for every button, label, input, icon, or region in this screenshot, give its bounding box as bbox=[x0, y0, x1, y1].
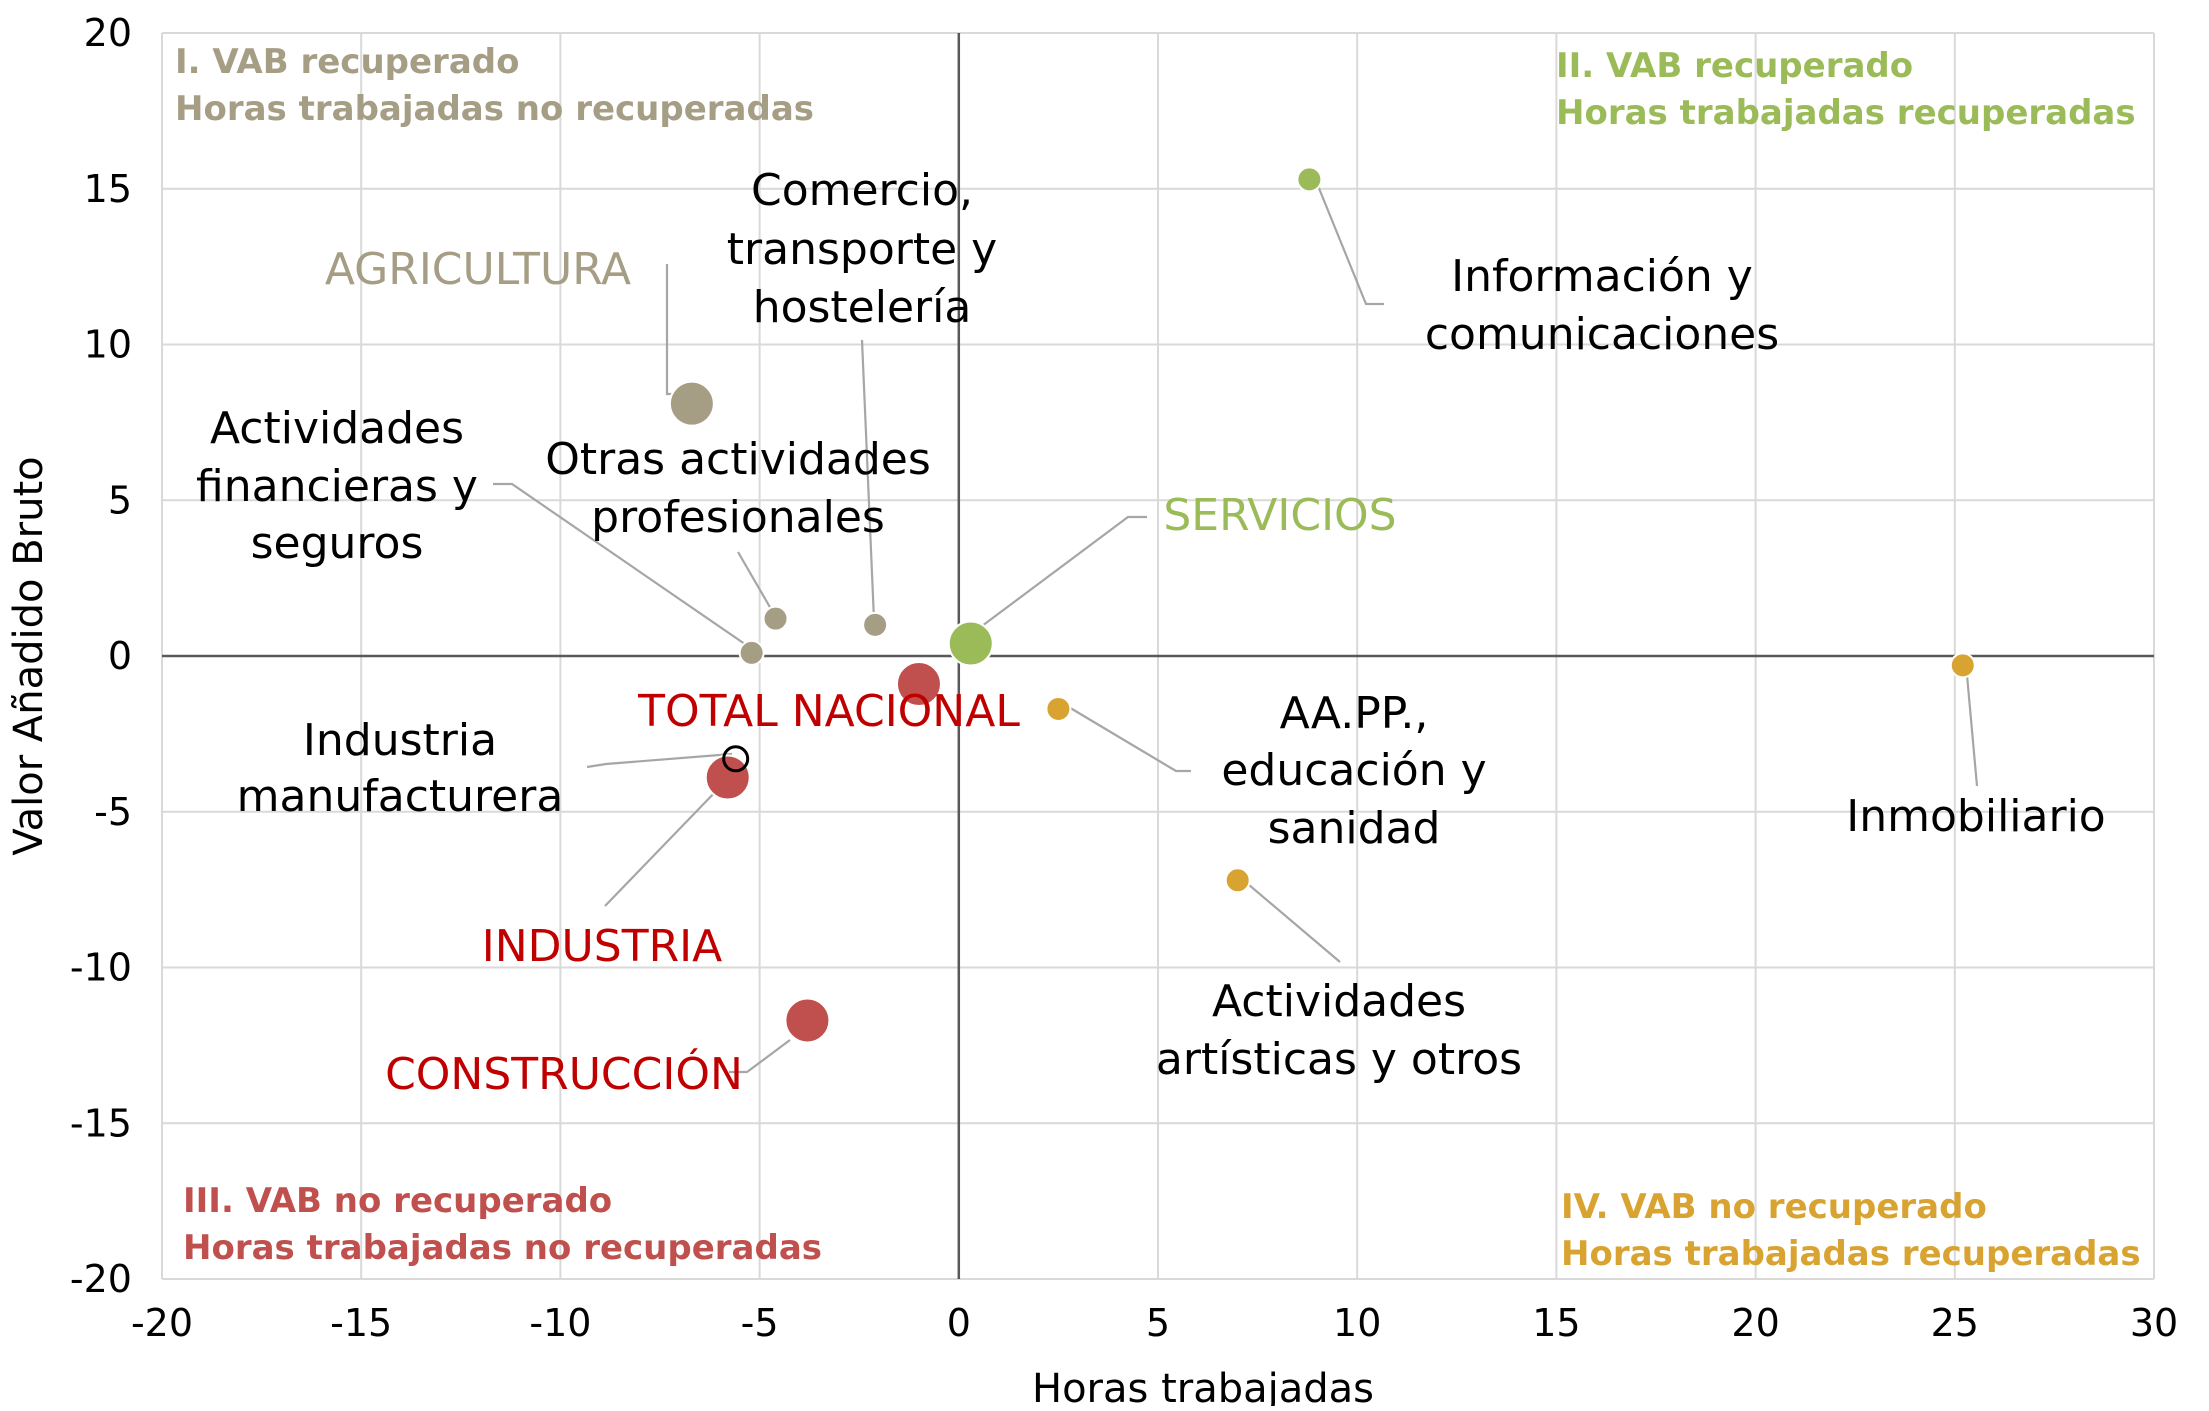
data-point-servicios bbox=[947, 620, 994, 667]
grid-layer bbox=[161, 32, 2155, 1280]
point-label-total_nacional: TOTAL NACIONAL bbox=[637, 686, 1020, 737]
quadrant-label-q4: Horas trabajadas recuperadas bbox=[1561, 1234, 2141, 1274]
leader-line-aapp bbox=[1061, 702, 1191, 773]
y-tick-label: 5 bbox=[108, 478, 132, 522]
data-point-aapp bbox=[1045, 695, 1072, 722]
point-label-manufacturera: manufacturera bbox=[237, 771, 564, 822]
point-label-informacion: comunicaciones bbox=[1425, 309, 1779, 360]
quadrant-label-q2: Horas trabajadas recuperadas bbox=[1556, 93, 2136, 133]
quadrant-label-q3: Horas trabajadas no recuperadas bbox=[183, 1228, 822, 1268]
x-tick-label: 25 bbox=[1931, 1301, 1979, 1345]
data-point-inmobiliario bbox=[1949, 652, 1976, 679]
y-tick-label: -10 bbox=[70, 946, 132, 990]
point-label-comercio: hostelería bbox=[753, 282, 972, 333]
leader-line-profesionales bbox=[737, 551, 772, 610]
point-labels: AGRICULTURA SERVICIOS TOTAL NACIONAL INDUST… bbox=[196, 165, 2106, 1100]
y-tick-label: 0 bbox=[108, 634, 132, 678]
point-label-manufacturera: Industria bbox=[303, 715, 497, 766]
x-tick-label: 5 bbox=[1146, 1301, 1170, 1345]
y-tick-label: 20 bbox=[84, 11, 132, 55]
x-tick-label: 10 bbox=[1333, 1301, 1381, 1345]
quadrant-label-q1: Horas trabajadas no recuperadas bbox=[175, 89, 814, 129]
point-label-comercio: Comercio, bbox=[751, 165, 973, 216]
data-point-financieras bbox=[738, 639, 765, 666]
data-point-artisticas bbox=[1224, 867, 1251, 894]
data-points bbox=[668, 166, 1976, 1044]
x-tick-label: 30 bbox=[2130, 1301, 2178, 1345]
point-label-agricultura: AGRICULTURA bbox=[325, 244, 631, 295]
x-tick-label: -20 bbox=[131, 1301, 193, 1345]
data-point-manufacturera bbox=[722, 745, 750, 773]
leader-line-financieras bbox=[493, 482, 756, 652]
x-tick-label: -15 bbox=[330, 1301, 392, 1345]
leader-lines bbox=[493, 175, 1979, 1074]
quadrant-label-q1: I. VAB recuperado bbox=[175, 42, 519, 82]
data-point-profesionales bbox=[762, 605, 789, 632]
y-tick-label: 15 bbox=[84, 167, 132, 211]
quadrant-labels: I. VAB recuperado Horas trabajadas no rec… bbox=[175, 42, 2141, 1274]
point-label-industria: INDUSTRIA bbox=[482, 921, 722, 972]
data-point-construccion bbox=[784, 997, 831, 1044]
x-axis-title: Horas trabajadas bbox=[1032, 1366, 1374, 1406]
point-label-financieras: financieras y bbox=[196, 461, 478, 512]
x-tick-label: -5 bbox=[741, 1301, 779, 1345]
point-label-comercio: transporte y bbox=[727, 224, 997, 275]
leader-line-industria bbox=[604, 786, 721, 907]
quadrant-label-q2: II. VAB recuperado bbox=[1556, 46, 1913, 86]
leader-line-inmobiliario bbox=[1964, 663, 1979, 787]
quadrant-label-q3: III. VAB no recuperado bbox=[183, 1181, 612, 1221]
data-point-informacion bbox=[1296, 166, 1323, 193]
point-label-aapp: educación y bbox=[1221, 745, 1486, 796]
leader-line-artisticas bbox=[1241, 878, 1341, 963]
y-tick-label: 10 bbox=[84, 323, 132, 367]
point-label-artisticas: artísticas y otros bbox=[1156, 1034, 1522, 1085]
data-point-total_nacional bbox=[895, 661, 942, 708]
point-label-profesionales: profesionales bbox=[591, 492, 885, 543]
leader-line-comercio bbox=[860, 339, 876, 621]
y-tick-label: -15 bbox=[70, 1101, 132, 1145]
point-label-informacion: Información y bbox=[1451, 251, 1753, 302]
quadrant-label-q4: IV. VAB no recuperado bbox=[1561, 1187, 1987, 1227]
leader-line-servicios bbox=[981, 515, 1147, 627]
leader-line-informacion bbox=[1312, 175, 1384, 306]
point-label-aapp: sanidad bbox=[1268, 803, 1441, 854]
x-tick-label: -10 bbox=[529, 1301, 591, 1345]
point-label-financieras: Actividades bbox=[210, 403, 464, 454]
point-label-aapp: AA.PP., bbox=[1280, 688, 1429, 739]
axis-layer: -20 -15 -10 -5 0 5 10 15 20 25 30 20 15 10 5 0 -5 -10 -15 -… bbox=[70, 11, 2178, 1345]
point-label-construccion: CONSTRUCCIÓN bbox=[385, 1047, 743, 1100]
leader-line-agricultura bbox=[665, 264, 697, 396]
point-label-servicios: SERVICIOS bbox=[1163, 490, 1396, 541]
data-point-industria bbox=[704, 754, 751, 801]
point-label-inmobiliario: Inmobiliario bbox=[1846, 791, 2105, 842]
x-tick-label: 15 bbox=[1532, 1301, 1580, 1345]
leader-line-manufacturera bbox=[586, 752, 733, 769]
x-tick-label: 20 bbox=[1731, 1301, 1779, 1345]
point-label-profesionales: Otras actividades bbox=[545, 434, 931, 485]
data-point-agricultura bbox=[668, 380, 715, 427]
y-tick-label: -20 bbox=[70, 1257, 132, 1301]
leader-line-construccion bbox=[729, 1039, 791, 1074]
x-tick-label: 0 bbox=[947, 1301, 971, 1345]
data-point-comercio bbox=[862, 611, 889, 638]
point-label-financieras: seguros bbox=[251, 518, 424, 569]
point-label-artisticas: Actividades bbox=[1212, 976, 1466, 1027]
y-tick-label: -5 bbox=[94, 790, 132, 834]
y-axis-title: Valor Añadido Bruto bbox=[6, 456, 52, 855]
